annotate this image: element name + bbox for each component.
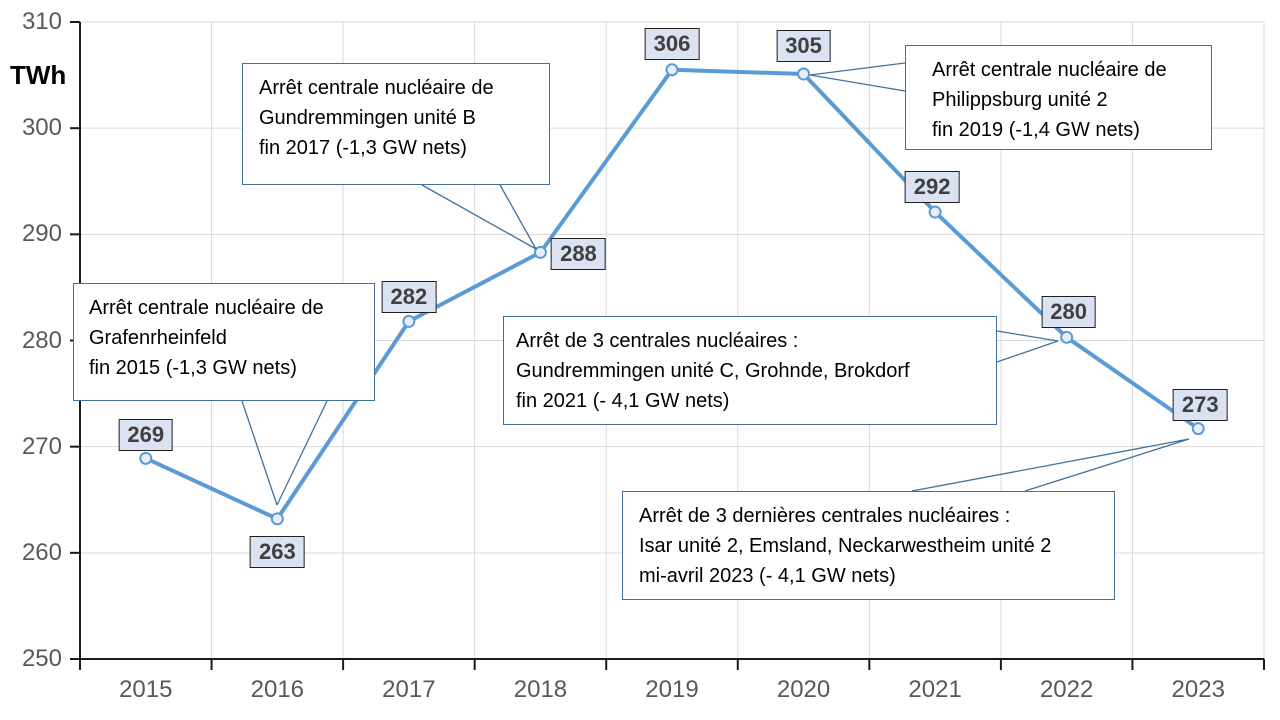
annotation-line: fin 2019 (-1,4 GW nets) bbox=[932, 119, 1140, 141]
data-point-marker bbox=[402, 314, 416, 328]
y-tick-label: 280 bbox=[21, 326, 62, 354]
y-tick-label: 260 bbox=[21, 538, 62, 566]
y-tick-label: 300 bbox=[21, 114, 62, 142]
x-tick-label: 2016 bbox=[250, 676, 305, 703]
callout-pointer-line bbox=[911, 438, 1190, 492]
callout-pointer-line bbox=[996, 330, 1059, 342]
annotation-line: Arrêt de 3 centrales nucléaires : bbox=[516, 330, 799, 352]
data-label: 305 bbox=[776, 30, 831, 63]
callout-pointer-line bbox=[241, 400, 278, 506]
annotation-line: Gundremmingen unité B bbox=[259, 107, 476, 129]
annotation-callout: Arrêt centrale nucléaire de Gundremmingen… bbox=[242, 63, 550, 185]
annotation-line: Arrêt centrale nucléaire de bbox=[89, 297, 324, 319]
x-tick-label: 2019 bbox=[645, 676, 699, 703]
data-point-marker bbox=[533, 245, 547, 259]
y-axis-title: TWh bbox=[10, 60, 67, 90]
x-tick-label: 2020 bbox=[776, 676, 831, 703]
annotation-line: Philippsburg unité 2 bbox=[932, 89, 1108, 111]
annotation-line: Arrêt de 3 dernières centrales nucléaire… bbox=[639, 505, 1011, 527]
data-point-marker bbox=[1191, 422, 1205, 436]
annotation-callout: Arrêt centrale nucléaire de Philippsburg … bbox=[905, 45, 1212, 150]
data-point-marker bbox=[797, 67, 811, 81]
x-tick-label: 2017 bbox=[382, 676, 436, 703]
data-label: 273 bbox=[1172, 388, 1228, 421]
callout-pointer-line bbox=[809, 74, 906, 92]
data-label: 263 bbox=[249, 535, 305, 568]
annotation-line: Grafenrheinfeld bbox=[89, 327, 227, 349]
annotation-line: fin 2017 (-1,3 GW nets) bbox=[259, 137, 467, 159]
callout-pointer-line bbox=[996, 340, 1059, 363]
callout-pointer-line bbox=[421, 184, 537, 250]
data-point-marker bbox=[665, 63, 679, 77]
x-tick-label: 2022 bbox=[1039, 676, 1094, 703]
x-tick-label: 2021 bbox=[908, 676, 962, 703]
x-tick-label: 2015 bbox=[119, 676, 173, 703]
data-point-marker bbox=[928, 205, 942, 219]
data-point-marker bbox=[139, 451, 153, 465]
y-tick-label: 250 bbox=[21, 645, 62, 672]
annotation-line: fin 2021 (- 4,1 GW nets) bbox=[516, 390, 730, 412]
y-tick-label: 290 bbox=[21, 220, 62, 248]
y-tick-label: 310 bbox=[21, 8, 62, 35]
x-tick-label: 2023 bbox=[1171, 676, 1225, 703]
y-tick-label: 270 bbox=[21, 432, 62, 460]
callout-pointer-line bbox=[809, 62, 906, 76]
data-label: 306 bbox=[644, 27, 700, 60]
data-label: 288 bbox=[551, 238, 606, 271]
annotation-line: Isar unité 2, Emsland, Neckarwestheim un… bbox=[639, 535, 1052, 557]
data-label: 292 bbox=[904, 171, 960, 204]
callout-pointer-line bbox=[499, 184, 537, 250]
data-point-marker bbox=[270, 512, 284, 526]
data-label: 269 bbox=[118, 419, 174, 452]
callout-pointer-line bbox=[1024, 438, 1190, 492]
annotation-line: Arrêt centrale nucléaire de bbox=[932, 59, 1167, 81]
annotation-callout: Arrêt de 3 dernières centrales nucléaire… bbox=[622, 491, 1115, 600]
callout-pointer-line bbox=[276, 400, 328, 506]
data-label: 280 bbox=[1041, 296, 1097, 329]
data-label: 282 bbox=[381, 281, 437, 314]
annotation-line: Arrêt centrale nucléaire de bbox=[259, 77, 494, 99]
data-point-marker bbox=[1060, 330, 1074, 344]
annotation-callout: Arrêt centrale nucléaire de Grafenrheinfe… bbox=[73, 283, 375, 401]
annotation-line: mi-avril 2023 (- 4,1 GW nets) bbox=[639, 565, 896, 587]
x-tick-label: 2018 bbox=[513, 676, 568, 703]
annotation-line: Gundremmingen unité C, Grohnde, Brokdorf bbox=[516, 360, 910, 382]
annotation-callout: Arrêt de 3 centrales nucléaires : Gundrem… bbox=[503, 316, 997, 425]
annotation-line: fin 2015 (-1,3 GW nets) bbox=[89, 357, 297, 379]
